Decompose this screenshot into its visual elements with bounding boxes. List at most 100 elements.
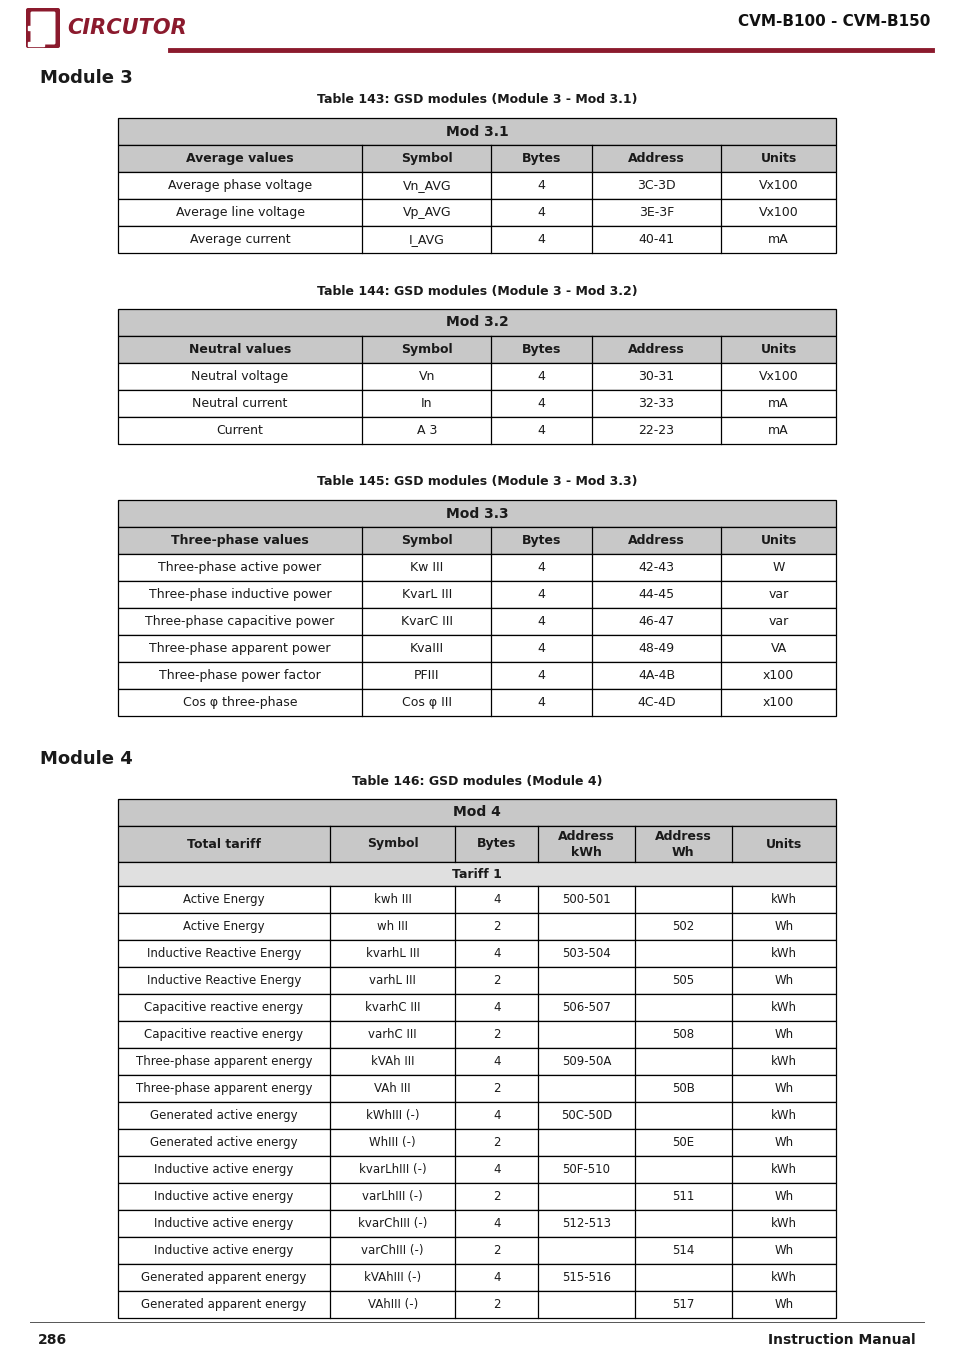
- Text: Table 144: GSD modules (Module 3 - Mod 3.2): Table 144: GSD modules (Module 3 - Mod 3…: [316, 285, 637, 297]
- Bar: [118, 1264, 835, 1291]
- Text: Symbol: Symbol: [400, 343, 452, 356]
- Bar: [118, 500, 835, 526]
- Text: 4: 4: [537, 643, 545, 655]
- Text: 30-31: 30-31: [638, 370, 674, 383]
- FancyBboxPatch shape: [26, 8, 60, 49]
- Text: Wh: Wh: [774, 1081, 793, 1095]
- Text: 44-45: 44-45: [638, 589, 674, 601]
- Text: kvarChIII (-): kvarChIII (-): [357, 1216, 427, 1230]
- Text: Average line voltage: Average line voltage: [175, 207, 304, 219]
- Text: Wh: Wh: [774, 919, 793, 933]
- Bar: [118, 886, 835, 913]
- Text: Symbol: Symbol: [400, 535, 452, 547]
- Text: Three-phase apparent power: Three-phase apparent power: [150, 643, 331, 655]
- Bar: [118, 994, 835, 1021]
- Text: 509-50A: 509-50A: [561, 1054, 611, 1068]
- Text: 4: 4: [537, 562, 545, 574]
- Text: KvarL III: KvarL III: [401, 589, 452, 601]
- Text: varhL III: varhL III: [369, 973, 416, 987]
- Text: Total tariff: Total tariff: [187, 837, 260, 850]
- Text: Vn: Vn: [418, 370, 435, 383]
- Text: VAhIII (-): VAhIII (-): [367, 1297, 417, 1311]
- Text: 4: 4: [493, 1054, 500, 1068]
- Text: Three-phase active power: Three-phase active power: [158, 562, 321, 574]
- Text: I_AVG: I_AVG: [409, 234, 444, 246]
- FancyBboxPatch shape: [30, 12, 55, 45]
- Text: Average current: Average current: [190, 234, 290, 246]
- Bar: [118, 913, 835, 940]
- Text: Bytes: Bytes: [476, 837, 516, 850]
- Text: Neutral voltage: Neutral voltage: [192, 370, 289, 383]
- Text: A 3: A 3: [416, 424, 436, 437]
- Bar: [118, 608, 835, 634]
- Bar: [118, 1129, 835, 1156]
- Text: Bytes: Bytes: [521, 153, 560, 165]
- Bar: [118, 1048, 835, 1075]
- Text: 500-501: 500-501: [561, 892, 610, 906]
- Text: varhC III: varhC III: [368, 1027, 416, 1041]
- Text: 4: 4: [493, 1108, 500, 1122]
- Text: Average values: Average values: [186, 153, 294, 165]
- Text: 4: 4: [537, 207, 545, 219]
- Text: Vx100: Vx100: [758, 370, 798, 383]
- Text: 286: 286: [38, 1332, 67, 1347]
- Text: Neutral values: Neutral values: [189, 343, 291, 356]
- Text: kvarhC III: kvarhC III: [364, 1000, 420, 1014]
- Text: Inductive active energy: Inductive active energy: [154, 1243, 294, 1257]
- Text: Capacitive reactive energy: Capacitive reactive energy: [144, 1000, 303, 1014]
- Text: Three-phase capacitive power: Three-phase capacitive power: [145, 616, 335, 628]
- Text: mA: mA: [767, 397, 788, 410]
- Text: kWh: kWh: [770, 892, 796, 906]
- Bar: [118, 198, 835, 225]
- Text: 4: 4: [537, 234, 545, 246]
- Text: kWh: kWh: [770, 1108, 796, 1122]
- Text: Units: Units: [760, 153, 796, 165]
- Text: Cos φ III: Cos φ III: [401, 697, 452, 709]
- Bar: [118, 225, 835, 252]
- Text: Tariff 1: Tariff 1: [452, 868, 501, 880]
- Text: Generated apparent energy: Generated apparent energy: [141, 1297, 306, 1311]
- Text: 48-49: 48-49: [638, 643, 674, 655]
- Text: 517: 517: [672, 1297, 694, 1311]
- Text: 508: 508: [672, 1027, 694, 1041]
- Text: kVAhIII (-): kVAhIII (-): [364, 1270, 421, 1284]
- Text: Address: Address: [558, 830, 615, 844]
- Text: Wh: Wh: [774, 1297, 793, 1311]
- Text: CIRCUTOR: CIRCUTOR: [67, 18, 187, 38]
- Text: Module 3: Module 3: [40, 69, 132, 86]
- Bar: [118, 799, 835, 826]
- Text: 4C-4D: 4C-4D: [637, 697, 675, 709]
- Text: 42-43: 42-43: [638, 562, 674, 574]
- Bar: [118, 1075, 835, 1102]
- Text: 4A-4B: 4A-4B: [638, 670, 675, 682]
- Text: 502: 502: [672, 919, 694, 933]
- Text: Table 143: GSD modules (Module 3 - Mod 3.1): Table 143: GSD modules (Module 3 - Mod 3…: [316, 93, 637, 107]
- Text: Wh: Wh: [672, 846, 694, 860]
- Text: 511: 511: [672, 1189, 694, 1203]
- Text: Bytes: Bytes: [521, 343, 560, 356]
- Text: Wh: Wh: [774, 1189, 793, 1203]
- Text: var: var: [767, 616, 788, 628]
- Text: 3E-3F: 3E-3F: [639, 207, 674, 219]
- Text: 503-504: 503-504: [561, 946, 610, 960]
- Bar: [118, 580, 835, 608]
- Text: 4: 4: [537, 697, 545, 709]
- Text: Mod 3.3: Mod 3.3: [445, 506, 508, 521]
- Text: WhIII (-): WhIII (-): [369, 1135, 416, 1149]
- Text: Generated active energy: Generated active energy: [150, 1108, 297, 1122]
- Text: 32-33: 32-33: [638, 397, 674, 410]
- Text: Vn_AVG: Vn_AVG: [402, 180, 451, 192]
- Text: Symbol: Symbol: [400, 153, 452, 165]
- Bar: [118, 826, 835, 863]
- Text: 2: 2: [493, 973, 500, 987]
- Text: kWh: kWh: [770, 946, 796, 960]
- Text: Bytes: Bytes: [521, 535, 560, 547]
- Text: Capacitive reactive energy: Capacitive reactive energy: [144, 1027, 303, 1041]
- Text: Cos φ three-phase: Cos φ three-phase: [183, 697, 297, 709]
- Text: mA: mA: [767, 234, 788, 246]
- Text: kWhIII (-): kWhIII (-): [366, 1108, 419, 1122]
- Text: Address: Address: [627, 535, 684, 547]
- Text: 2: 2: [493, 1081, 500, 1095]
- Text: 4: 4: [537, 589, 545, 601]
- Text: kWh: kWh: [571, 846, 601, 860]
